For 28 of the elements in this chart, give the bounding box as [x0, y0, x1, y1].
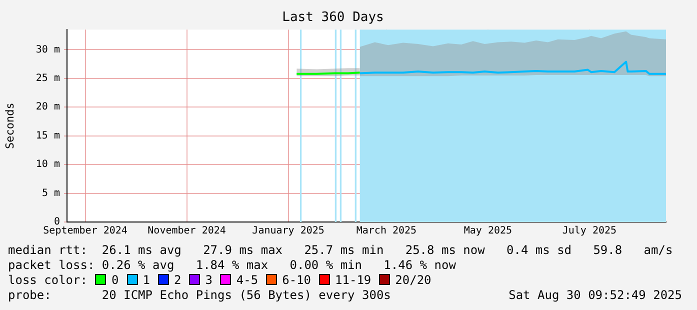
text: 6-10 — [282, 273, 312, 287]
text: packet loss: 0.26 % avg 1.84 % max 0.00 % min 1.46 % now — [8, 258, 456, 272]
text: Sat Aug 30 09:52:49 2025 — [508, 288, 682, 303]
x-tick-label: January 2025 — [252, 226, 324, 237]
chart-title: Last 360 Days — [282, 10, 384, 26]
text: median rtt: 26.1 ms avg 27.9 ms max 25.7 ms min 25.8 ms now 0.4 ms sd 59.8 am/s — [8, 243, 673, 257]
y-tick-label: 25 m — [36, 73, 60, 84]
y-tick-label: 10 m — [36, 159, 60, 170]
y-tick-label: 0 — [54, 216, 60, 228]
text: 3 — [205, 273, 212, 287]
y-tick-label: 30 m — [36, 44, 60, 56]
x-tick-label: November 2024 — [148, 226, 226, 237]
text: 1 — [142, 273, 150, 287]
text: 20/20 — [395, 273, 432, 287]
text: probe: 20 ICMP Echo Pings (56 Bytes) every 300s — [8, 288, 391, 302]
text: 11-19 — [335, 273, 372, 287]
text: 4-5 — [236, 273, 258, 287]
x-tick-label: March 2025 — [356, 226, 417, 237]
x-tick-label: May 2025 — [464, 226, 512, 237]
x-tick-label: July 2025 — [562, 226, 617, 237]
text: loss color: — [8, 273, 88, 287]
y-tick-label: 5 m — [42, 188, 60, 199]
text: 2 — [174, 273, 182, 287]
x-tick-label: September 2024 — [43, 226, 128, 237]
y-tick-label: 15 m — [36, 130, 60, 142]
text: 0 — [111, 273, 119, 287]
y-axis-title: Seconds — [3, 102, 16, 149]
y-tick-label: 20 m — [36, 102, 60, 113]
